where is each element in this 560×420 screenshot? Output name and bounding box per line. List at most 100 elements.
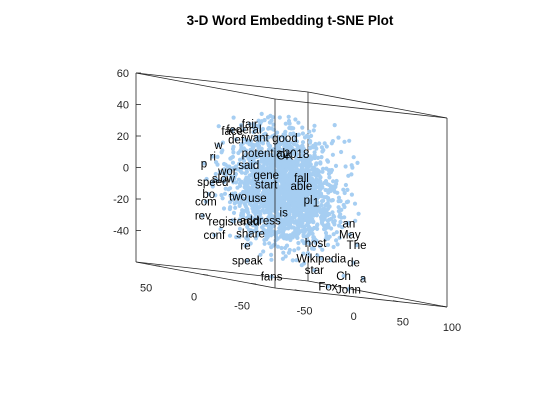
labeled-point — [235, 194, 241, 199]
embedding-point — [265, 115, 271, 120]
embedding-point — [288, 146, 293, 151]
embedding-point — [296, 246, 301, 251]
embedding-point — [302, 157, 307, 162]
embedding-point — [213, 171, 218, 177]
labeled-point — [282, 153, 287, 158]
embedding-point — [290, 194, 295, 199]
embedding-point — [309, 167, 315, 172]
x-tick-mark — [294, 289, 300, 292]
embedding-point — [320, 247, 325, 252]
embedding-point — [355, 160, 360, 165]
embedding-point — [261, 155, 266, 160]
embedding-point — [228, 193, 233, 198]
embedding-point — [284, 236, 289, 241]
embedding-point — [349, 172, 354, 177]
embedding-point — [311, 128, 316, 133]
embedding-point — [319, 155, 324, 160]
word-label: host — [305, 238, 328, 250]
embedding-point — [279, 245, 284, 251]
embedding-point — [248, 241, 253, 246]
labeled-point — [294, 151, 299, 156]
box-edge-top-y — [135, 72, 276, 100]
word-label: an — [342, 218, 355, 230]
y-tick-mark — [203, 274, 209, 276]
labeled-point — [264, 173, 269, 178]
embedding-point — [257, 163, 262, 168]
embedding-point — [242, 201, 247, 206]
embedding-point — [283, 121, 288, 126]
embedding-point — [315, 222, 320, 227]
embedding-point — [288, 140, 293, 145]
embedding-point — [304, 210, 309, 215]
embedding-point — [277, 190, 282, 196]
embedding-point — [330, 210, 335, 215]
embedding-point — [277, 212, 282, 218]
embedding-point — [283, 190, 288, 195]
embedding-point — [250, 223, 256, 228]
embedding-point — [221, 206, 227, 211]
embedding-point — [307, 129, 312, 134]
embedding-point — [294, 258, 299, 263]
embedding-point — [253, 151, 258, 156]
embedding-point — [260, 208, 265, 213]
embedding-point — [258, 252, 263, 257]
embedding-point — [235, 185, 240, 190]
embedding-point — [264, 159, 269, 165]
embedding-point — [290, 161, 295, 166]
embedding-point — [269, 257, 274, 262]
word-label: pl — [304, 195, 313, 207]
embedding-point — [302, 225, 307, 230]
embedding-point — [248, 220, 253, 225]
word-label: w — [213, 140, 223, 152]
embedding-point — [302, 135, 308, 140]
embedding-point — [268, 195, 273, 200]
embedding-point — [281, 199, 286, 205]
z-tick-label: 40 — [117, 100, 129, 112]
labeled-point — [313, 200, 319, 205]
embedding-point — [307, 188, 313, 193]
embedding-point — [213, 193, 218, 198]
labeled-point — [246, 162, 251, 167]
word-label: fair — [242, 119, 258, 131]
embedding-point — [222, 191, 228, 196]
embedding-point — [331, 232, 336, 237]
embedding-point — [288, 131, 293, 136]
embedding-point — [244, 188, 249, 193]
embedding-point — [307, 140, 313, 145]
embedding-point — [298, 211, 303, 216]
labeled-point — [234, 137, 239, 142]
embedding-point — [277, 145, 282, 151]
embedding-point — [290, 183, 295, 188]
embedding-point — [274, 173, 279, 178]
labeled-point — [264, 182, 269, 187]
embedding-point — [307, 232, 312, 237]
embedding-point — [245, 215, 250, 220]
embedding-point — [326, 206, 331, 211]
embedding-point — [239, 199, 244, 205]
embedding-point — [266, 126, 271, 131]
x-tick-mark — [442, 305, 448, 308]
embedding-point — [334, 238, 339, 243]
embedding-point — [283, 187, 288, 192]
embedding-point — [273, 191, 279, 196]
embedding-point — [228, 186, 233, 191]
labeled-point — [201, 161, 207, 166]
labeled-point — [248, 231, 253, 236]
embedding-point — [283, 254, 288, 259]
embedding-point — [345, 199, 351, 204]
embedding-point — [271, 217, 276, 222]
embedding-point — [356, 211, 361, 216]
embedding-point — [314, 213, 319, 218]
word-label: de — [347, 258, 360, 270]
embedding-point — [291, 142, 297, 147]
embedding-point — [241, 137, 246, 142]
embedding-point — [247, 201, 252, 206]
embedding-point — [298, 148, 303, 154]
embedding-point — [249, 153, 254, 158]
embedding-point — [265, 156, 270, 161]
embedding-point — [301, 146, 306, 152]
embedding-point — [337, 223, 342, 228]
embedding-point — [330, 152, 335, 157]
embedding-point — [215, 178, 220, 183]
embedding-point — [231, 115, 236, 120]
